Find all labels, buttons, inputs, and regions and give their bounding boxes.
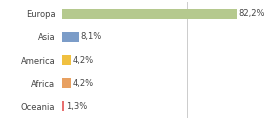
Bar <box>62 9 237 19</box>
Text: 8,1%: 8,1% <box>81 32 102 41</box>
Text: 4,2%: 4,2% <box>72 55 93 65</box>
Bar <box>62 32 79 42</box>
Text: 82,2%: 82,2% <box>238 9 265 18</box>
Bar <box>62 78 71 88</box>
Text: 1,3%: 1,3% <box>66 102 87 111</box>
Text: 4,2%: 4,2% <box>72 78 93 88</box>
Bar <box>62 55 71 65</box>
Bar <box>62 101 64 111</box>
